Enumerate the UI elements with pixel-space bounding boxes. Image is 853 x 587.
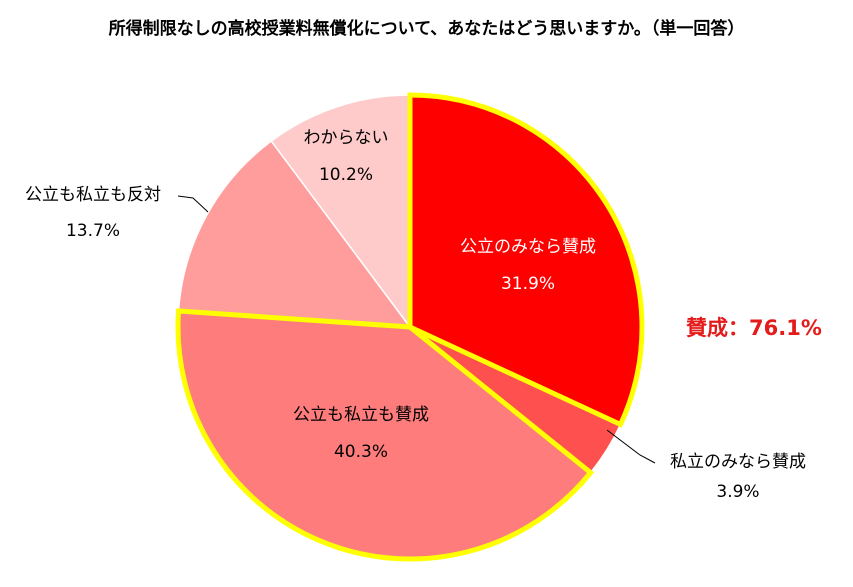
chart-title: 所得制限なしの高校授業料無償化について、あなたはどう思いますか。（単一回答） <box>108 19 745 39</box>
slice-label: 私立のみなら賛成 <box>670 452 806 472</box>
pie-slice <box>270 94 411 330</box>
pie-slices <box>177 94 643 560</box>
slice-value-label: 10.2% <box>319 165 373 185</box>
pie-slice <box>177 139 412 328</box>
slice-label: 公立のみなら賛成 <box>460 237 596 257</box>
slice-label: 公立も私立も反対 <box>25 185 161 205</box>
slice-value-label: 13.7% <box>66 221 120 241</box>
leader-line <box>177 195 209 213</box>
highlight-outline <box>175 308 595 562</box>
slice-label: わからない <box>304 128 389 148</box>
slice-value-label: 31.9% <box>501 274 555 294</box>
slice-value-label: 3.9% <box>716 482 759 502</box>
highlight-outlines <box>175 92 645 562</box>
total-support-annotation: 賛成：76.1% <box>686 316 822 340</box>
leader-line <box>606 429 656 464</box>
slice-labels: 公立のみなら賛成 31.9% 私立のみなら賛成 3.9% 公立も私立も賛成 40.3% 公立… <box>25 128 806 502</box>
highlight-outline <box>407 92 645 428</box>
leader-lines <box>177 195 656 464</box>
slice-value-label: 40.3% <box>334 442 388 462</box>
slice-label: 公立も私立も賛成 <box>293 405 429 425</box>
